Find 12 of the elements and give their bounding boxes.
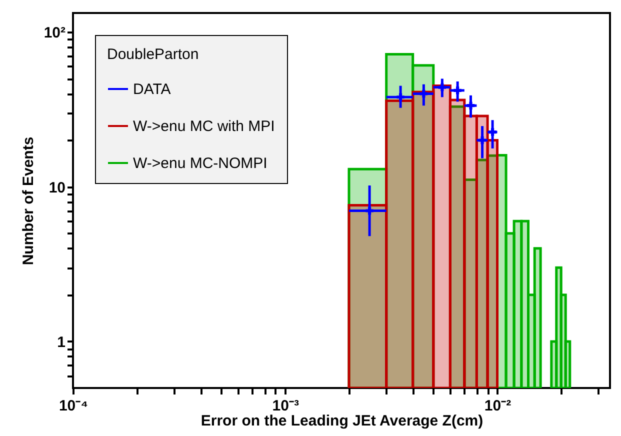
y-tick-label: 1 [57,334,66,351]
legend-title: DoubleParton [107,46,199,63]
y-tick-label: 10² [44,24,66,42]
legend-label: W->enu MC with MPI [133,118,275,135]
x-tick-label: 10⁻² [484,398,512,414]
y-tick-label: 10 [48,179,66,196]
x-tick-label: 10⁻³ [272,398,299,414]
legend-label: W->enu MC-NOMPI [133,155,268,172]
x-tick-label: 10⁻⁴ [58,398,88,414]
y-axis-title: Number of Events [20,136,37,266]
x-axis-title: Error on the Leading JEt Average Z(cm) [200,412,484,430]
legend-label: DATA [133,81,171,98]
